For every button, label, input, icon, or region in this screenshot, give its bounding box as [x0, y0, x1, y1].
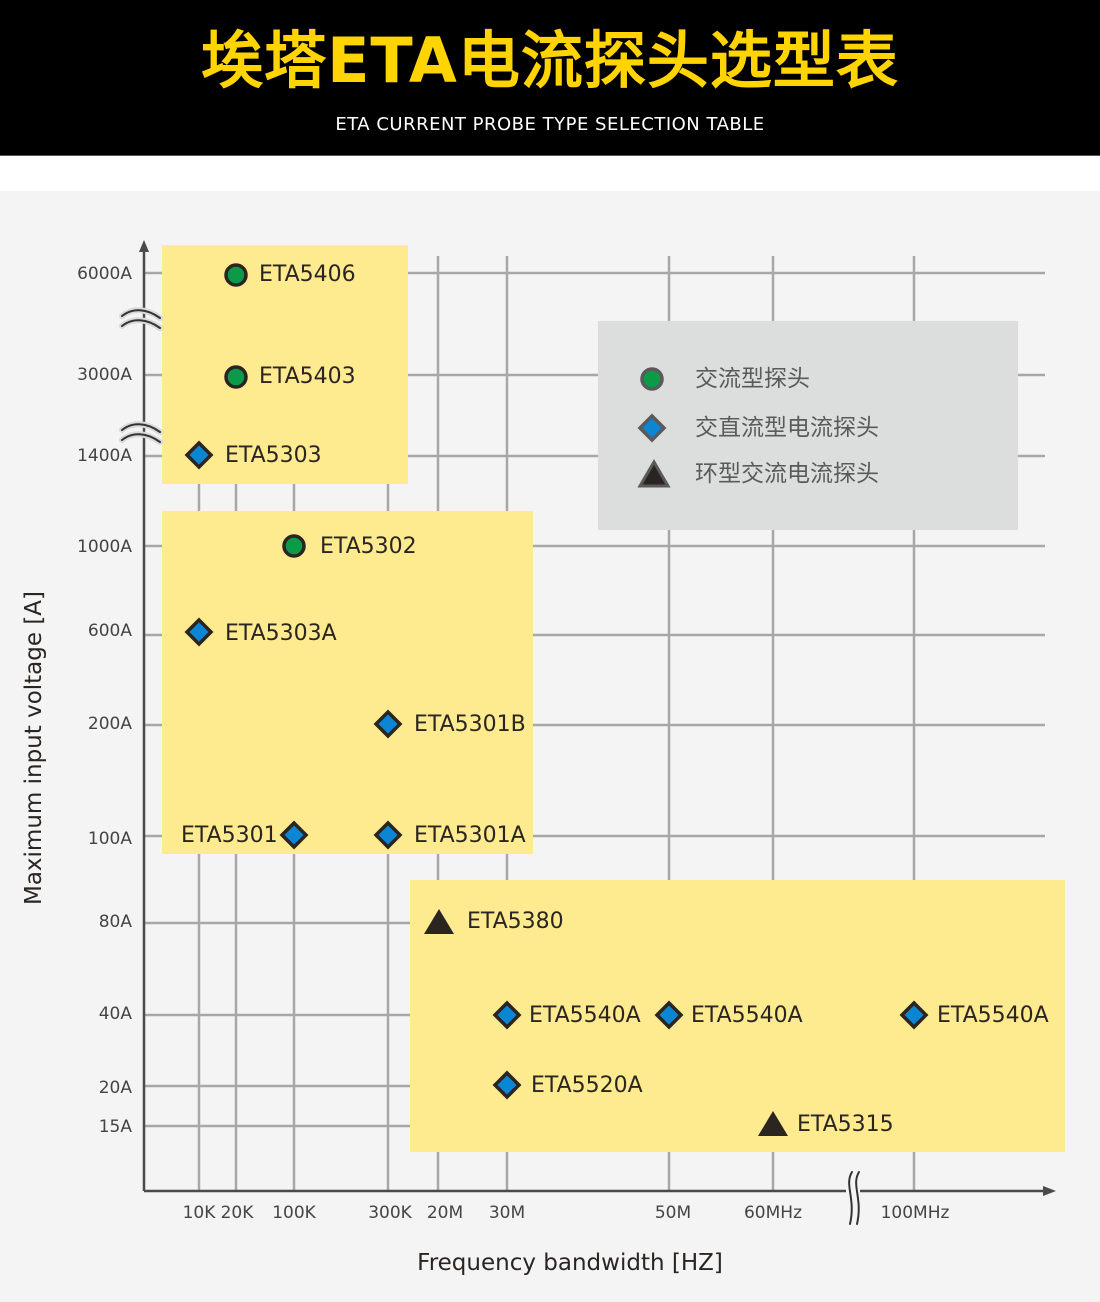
- green-circle-icon: [224, 365, 248, 389]
- black-triangle-icon: [758, 1111, 788, 1136]
- probe-label-eta5406: ETA5406: [259, 262, 356, 287]
- probe-label-eta5315: ETA5315: [797, 1112, 894, 1137]
- x-axis-title: Frequency bandwidth [HZ]: [417, 1250, 723, 1276]
- black-triangle-icon: [424, 909, 454, 934]
- y-axis-break-icon: [119, 307, 163, 331]
- blue-diamond-icon: [637, 413, 667, 443]
- probe-label-eta5540a: ETA5540A: [529, 1003, 641, 1028]
- y-tick-label: 600A: [87, 621, 132, 641]
- probe-label-eta5540a: ETA5540A: [691, 1003, 803, 1028]
- green-circle-icon: [224, 263, 248, 287]
- probe-label-eta5303: ETA5303: [225, 443, 322, 468]
- black-triangle-icon: [637, 459, 671, 488]
- blue-diamond-icon: [899, 1000, 929, 1030]
- y-tick-label: 1000A: [77, 537, 132, 557]
- y-tick-label: 20A: [98, 1078, 132, 1098]
- region-high-current: [162, 245, 408, 484]
- x-tick-label: 10K: [182, 1203, 216, 1223]
- blue-diamond-icon: [373, 709, 403, 739]
- blue-diamond-icon: [492, 1000, 522, 1030]
- probe-label-eta5403: ETA5403: [259, 364, 356, 389]
- x-tick-label: 20M: [426, 1203, 464, 1223]
- x-tick-label: 20K: [220, 1203, 254, 1223]
- x-tick-label: 100MHz: [880, 1203, 950, 1223]
- y-tick-label: 15A: [98, 1117, 132, 1137]
- legend-label: 交直流型电流探头: [695, 415, 879, 441]
- x-axis-break-icon: [846, 1171, 860, 1225]
- blue-diamond-icon: [492, 1070, 522, 1100]
- page-subtitle: ETA CURRENT PROBE TYPE SELECTION TABLE: [335, 114, 765, 135]
- y-tick-label: 3000A: [77, 365, 132, 385]
- y-tick-label: 40A: [98, 1004, 132, 1024]
- green-circle-icon: [640, 367, 664, 391]
- y-tick-label: 200A: [87, 714, 132, 734]
- y-axis-title: Maximum input voltage [A]: [21, 590, 47, 906]
- y-tick-label: 1400A: [77, 446, 132, 466]
- region-mid-current: [162, 511, 533, 854]
- chart-legend: 交流型探头 交直流型电流探头 环型交流电流探头: [598, 321, 1018, 530]
- blue-diamond-icon: [184, 617, 214, 647]
- probe-label-eta5301: ETA5301: [181, 823, 278, 848]
- probe-label-eta5303a: ETA5303A: [225, 621, 337, 646]
- legend-item-ac-probe: 交流型探头: [598, 364, 1018, 394]
- legend-item-acdc-probe: 交直流型电流探头: [598, 413, 1018, 443]
- x-tick-label: 50M: [654, 1203, 692, 1223]
- probe-label-eta5301b: ETA5301B: [414, 712, 526, 737]
- header-banner: 埃塔ETA电流探头选型表 ETA CURRENT PROBE TYPE SELE…: [0, 0, 1100, 156]
- y-tick-label: 100A: [87, 829, 132, 849]
- y-axis-break-icon: [119, 421, 163, 445]
- probe-label-eta5520a: ETA5520A: [531, 1073, 643, 1098]
- green-circle-icon: [282, 534, 306, 558]
- x-tick-label: 300K: [368, 1203, 412, 1223]
- x-tick-label: 30M: [488, 1203, 526, 1223]
- blue-diamond-icon: [184, 440, 214, 470]
- probe-label-eta5301a: ETA5301A: [414, 823, 526, 848]
- probe-label-eta5380: ETA5380: [467, 909, 564, 934]
- x-tick-label: 100K: [272, 1203, 316, 1223]
- y-tick-label: 80A: [98, 912, 132, 932]
- legend-label: 交流型探头: [695, 366, 810, 392]
- probe-label-eta5540a: ETA5540A: [937, 1003, 1049, 1028]
- x-tick-label: 60MHz: [743, 1203, 803, 1223]
- probe-label-eta5302: ETA5302: [320, 534, 417, 559]
- blue-diamond-icon: [654, 1000, 684, 1030]
- page-title: 埃塔ETA电流探头选型表: [201, 24, 899, 97]
- blue-diamond-icon: [373, 820, 403, 850]
- blue-diamond-icon: [279, 820, 309, 850]
- legend-label: 环型交流电流探头: [695, 461, 879, 487]
- legend-item-ring-ac-probe: 环型交流电流探头: [598, 459, 1018, 489]
- y-tick-label: 6000A: [77, 264, 132, 284]
